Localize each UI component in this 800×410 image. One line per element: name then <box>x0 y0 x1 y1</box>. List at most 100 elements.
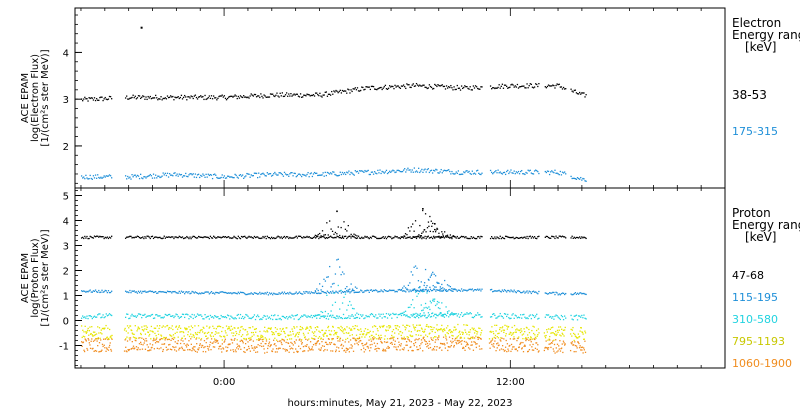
data-point <box>233 176 235 179</box>
data-point <box>150 314 153 316</box>
data-point <box>107 175 110 177</box>
data-point <box>449 237 451 239</box>
data-point <box>85 317 87 319</box>
data-point <box>371 313 374 316</box>
data-point <box>339 338 341 340</box>
data-point <box>345 173 347 176</box>
data-point <box>426 342 429 345</box>
data-point <box>93 177 96 179</box>
data-point <box>160 291 162 293</box>
data-point <box>249 95 251 97</box>
data-point <box>296 93 299 95</box>
data-point <box>177 236 179 239</box>
data-point <box>110 335 112 337</box>
data-point <box>101 289 103 291</box>
data-point <box>146 326 148 328</box>
data-point <box>235 174 237 177</box>
data-point <box>585 293 587 296</box>
data-point <box>339 290 341 292</box>
data-point <box>374 171 376 173</box>
data-point <box>391 289 393 292</box>
data-point <box>430 236 433 238</box>
data-point <box>277 314 279 317</box>
proton-legend-795-1193: 795-1193 <box>732 335 785 348</box>
data-point <box>138 337 140 339</box>
data-point <box>456 315 458 317</box>
data-point <box>373 325 376 327</box>
data-point <box>293 327 296 329</box>
data-point <box>474 341 476 344</box>
data-point <box>290 338 293 340</box>
data-point <box>513 289 515 291</box>
data-point <box>585 94 587 96</box>
data-point <box>510 169 512 171</box>
data-point <box>536 335 538 337</box>
data-point <box>444 329 446 332</box>
data-point <box>215 315 217 318</box>
data-point <box>145 325 147 327</box>
data-point <box>560 314 563 317</box>
data-point <box>547 339 549 341</box>
data-point <box>288 293 290 295</box>
data-point <box>493 343 495 345</box>
data-point <box>253 172 256 174</box>
data-point <box>296 314 299 316</box>
spike-point-0 <box>351 288 354 290</box>
data-point <box>231 237 233 240</box>
data-point <box>356 237 359 239</box>
data-point <box>332 350 334 352</box>
data-point <box>337 340 339 342</box>
data-point <box>315 329 318 331</box>
data-point <box>143 290 145 293</box>
data-point <box>171 325 173 327</box>
data-point <box>141 326 143 328</box>
data-point <box>391 170 393 172</box>
data-point <box>134 337 136 339</box>
data-point <box>572 332 575 335</box>
data-point <box>214 293 216 295</box>
spike-point-0 <box>339 308 341 310</box>
data-point <box>401 290 404 292</box>
data-point <box>312 236 315 239</box>
data-point <box>345 291 347 293</box>
data-point <box>147 291 149 293</box>
data-point <box>449 170 451 173</box>
data-point <box>136 315 139 317</box>
data-point <box>201 96 203 98</box>
data-point <box>224 291 227 294</box>
data-point <box>214 339 216 341</box>
data-point <box>188 335 191 338</box>
spike-point-2 <box>451 287 453 290</box>
data-point <box>215 174 217 176</box>
data-point <box>481 316 483 318</box>
data-point <box>357 344 359 346</box>
data-point <box>466 324 469 326</box>
data-point <box>162 348 164 351</box>
data-point <box>396 316 398 319</box>
series-proton-115-195 <box>80 288 587 296</box>
data-point <box>426 316 428 319</box>
data-point <box>521 85 523 87</box>
data-point <box>151 346 153 349</box>
data-point <box>460 288 463 290</box>
data-point <box>561 235 564 237</box>
data-point <box>518 336 520 338</box>
data-point <box>522 314 524 316</box>
data-point <box>583 314 585 316</box>
data-point <box>489 316 492 318</box>
spike-point-0 <box>321 230 324 232</box>
data-point <box>466 237 468 239</box>
data-point <box>490 330 492 333</box>
data-point <box>258 315 260 318</box>
data-point <box>309 292 311 295</box>
data-point <box>138 327 140 329</box>
data-point <box>214 333 216 336</box>
data-point <box>515 171 517 173</box>
data-point <box>419 84 421 86</box>
data-point <box>133 96 135 99</box>
data-point <box>502 87 505 89</box>
data-point <box>278 318 280 320</box>
data-point <box>269 318 272 320</box>
data-point <box>307 315 309 317</box>
data-point <box>223 175 226 177</box>
